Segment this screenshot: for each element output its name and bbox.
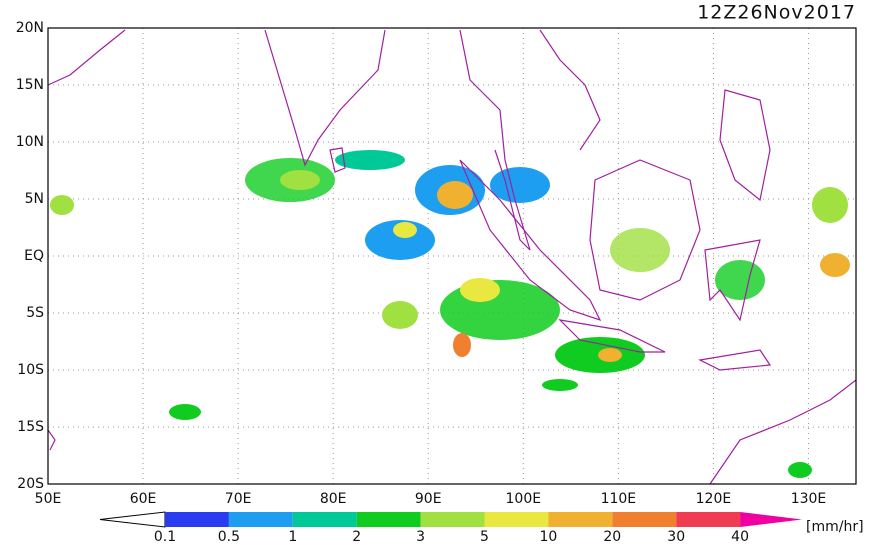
colorbar-label: 0.1 [154,529,176,544]
lon-label: 90E [415,491,442,507]
lon-label: 60E [130,491,157,507]
colorbar: 0.1 0.5 1 2 3 5 10 20 30 40 [99,511,802,545]
colorbar-label: 40 [731,529,749,544]
precipitation [50,150,850,478]
lon-label: 70E [225,491,252,507]
colorbar-label: 0.5 [218,529,240,544]
colorbar-label: 1 [288,529,297,544]
lat-label: 5N [25,191,44,207]
lat-label: 10N [16,134,44,150]
lon-label: 110E [601,491,637,507]
lat-label: 15S [17,419,44,435]
lon-label: 50E [35,491,62,507]
colorbar-label: 2 [352,529,361,544]
lat-label: 5S [26,305,44,321]
lon-label: 100E [506,491,542,507]
colorbar-label: 30 [667,529,685,544]
lat-label: EQ [24,248,44,264]
map-frame [47,27,857,485]
colorbar-box [420,512,485,527]
map-title: 12Z26Nov2017 [697,2,856,24]
lon-label: 120E [696,491,732,507]
colorbar-box [676,512,741,527]
colorbar-unit: [mm/hr] [806,519,864,535]
lat-label: 20S [17,476,44,492]
lat-label: 10S [17,362,44,378]
colorbar-label: 10 [539,529,557,544]
colorbar-box [484,512,549,527]
colorbar-box [165,512,229,527]
colorbar-box [356,512,421,527]
lon-label: 80E [320,491,347,507]
colorbar-high-arrow [740,512,802,527]
lat-label: 20N [16,20,44,36]
colorbar-box [612,512,677,527]
colorbar-low-arrow [99,511,166,528]
colorbar-box [548,512,613,527]
lat-label: 15N [16,77,44,93]
lon-label: 130E [791,491,827,507]
colorbar-label: 3 [416,529,425,544]
colorbar-box [228,512,293,527]
colorbar-label: 5 [480,529,489,544]
colorbar-box [292,512,357,527]
colorbar-label: 20 [603,529,621,544]
coastlines [47,29,857,485]
